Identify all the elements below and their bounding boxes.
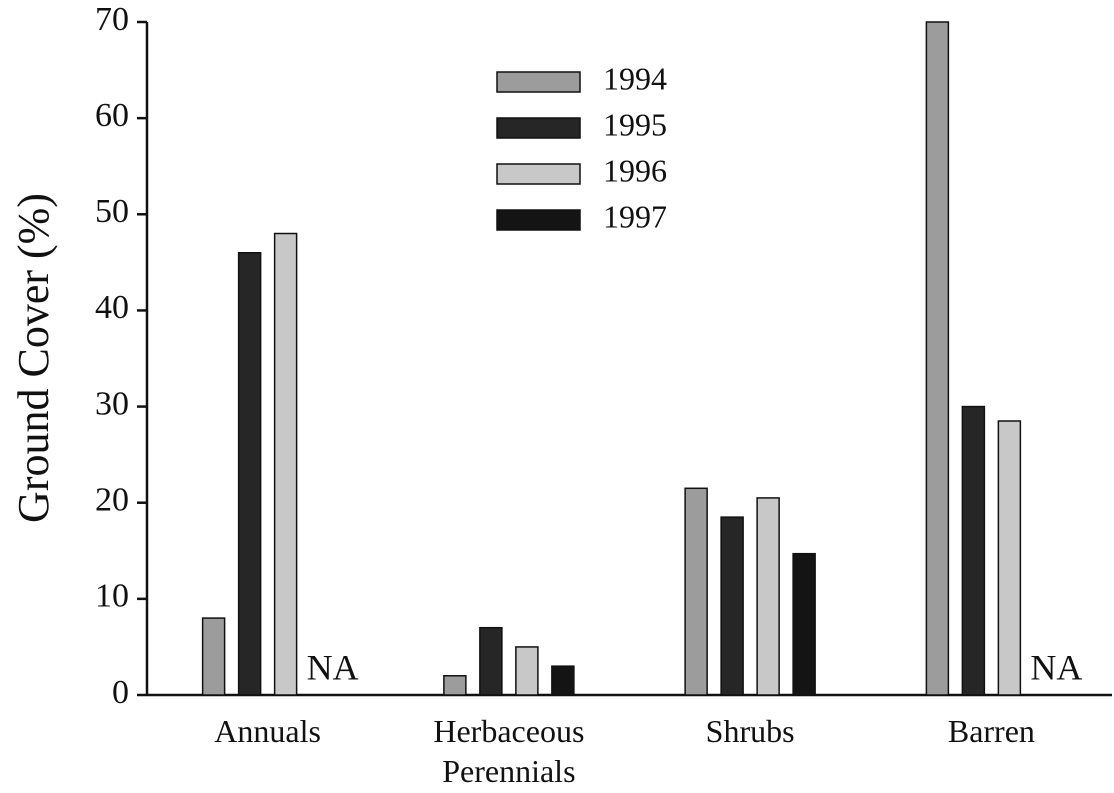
bar <box>551 665 575 696</box>
value-label: NA <box>307 647 359 687</box>
bar <box>720 516 744 696</box>
bar <box>961 405 986 696</box>
legend-label: 1997 <box>603 198 667 234</box>
bar <box>997 420 1022 696</box>
legend-swatch <box>496 209 581 231</box>
bar <box>756 497 780 696</box>
bar <box>443 675 467 696</box>
y-tick-label: 20 <box>95 482 129 519</box>
x-tick-label: Herbaceous Perennials <box>433 713 584 789</box>
y-tick-label: 30 <box>95 385 129 422</box>
legend-swatch <box>496 71 581 93</box>
x-tick-label: Barren <box>948 713 1035 749</box>
y-tick-label: 40 <box>95 289 129 326</box>
y-tick-label: 0 <box>112 674 129 711</box>
y-tick-label: 60 <box>95 97 129 134</box>
y-tick-label: 10 <box>95 578 129 615</box>
y-tick-label: 70 <box>95 1 129 38</box>
x-tick-label: Annuals <box>214 713 321 749</box>
legend-swatch <box>496 117 581 139</box>
legend-swatch <box>496 163 581 185</box>
bar <box>684 487 708 696</box>
value-label: NA <box>1030 647 1082 687</box>
legend-label: 1994 <box>603 60 667 96</box>
legend-label: 1996 <box>603 152 667 188</box>
y-tick-label: 50 <box>95 193 129 230</box>
x-tick-label: Shrubs <box>706 713 795 749</box>
bar <box>515 646 539 696</box>
y-axis-label: Ground Cover (%) <box>9 193 58 523</box>
bar <box>479 626 503 696</box>
bar <box>237 251 262 696</box>
legend-label: 1995 <box>603 106 667 142</box>
bar <box>273 232 298 696</box>
bar <box>925 21 950 696</box>
bar <box>201 617 226 696</box>
bar <box>792 552 816 696</box>
